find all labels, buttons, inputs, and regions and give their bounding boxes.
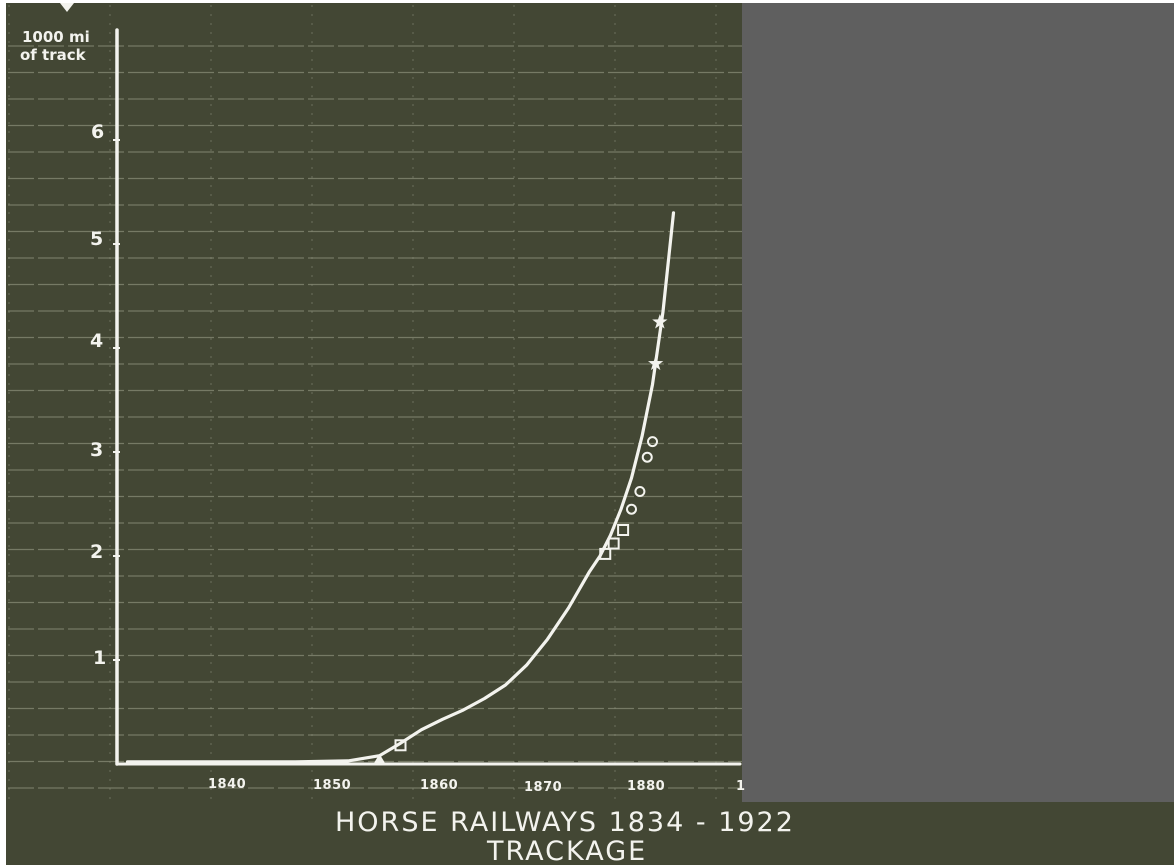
data-point-circle [626,503,637,515]
data-point-circle [634,486,646,498]
chart-subtitle: TRACKAGE [486,836,647,865]
data-point-circle [641,451,653,463]
gridlines [8,5,742,800]
y-tick-label: 3 [90,439,103,461]
trackage-curve [125,211,676,764]
data-point-square [607,537,620,550]
data-point-square [617,524,630,536]
data-point-square [394,739,407,752]
data-point-circle [647,436,658,448]
y-axis-label-line-2: of track [20,46,87,64]
chart-title: HORSE RAILWAYS 1834 - 1922 [335,807,795,838]
data-point-star [648,355,664,371]
y-tick-label: 4 [90,330,103,352]
x-tick-label: 1870 [524,780,562,795]
top-arrow-marker [60,3,74,12]
y-tick-label: 1 [93,647,106,669]
data-point-square [599,547,612,560]
data-point-triangle [373,753,386,764]
plot-area [113,28,742,766]
y-tick-label: 6 [91,121,104,143]
masked-right-area [742,3,1174,802]
y-axis-label-line-1: 1000 mi [22,28,90,46]
x-tick-label: 1850 [313,778,351,793]
x-tick-label: 1 [736,779,746,794]
x-tick-label: 1860 [420,778,458,793]
data-point-star [652,314,668,329]
y-tick-label: 5 [90,228,103,250]
x-tick-label: 1880 [627,779,665,794]
y-tick-label: 2 [90,541,103,563]
x-tick-label: 1840 [208,777,246,792]
